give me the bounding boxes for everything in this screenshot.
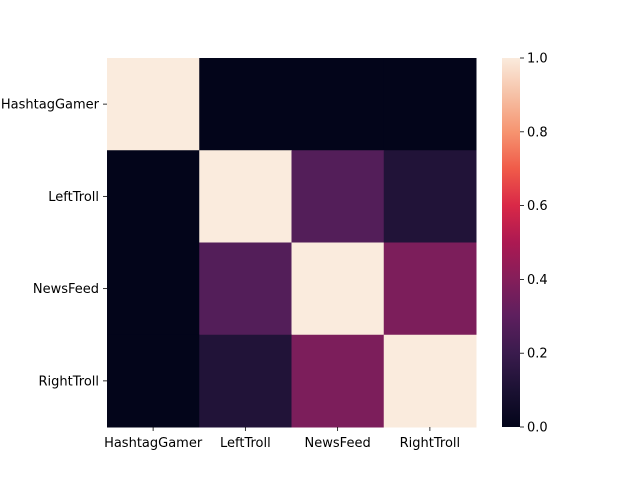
heatmap-cell: [383, 242, 477, 336]
colorbar-tick-label: 0.4: [527, 273, 548, 288]
colorbar-tick-label: 0.2: [527, 347, 548, 362]
heatmap-cell: [199, 334, 292, 428]
heatmap-cell: [291, 150, 385, 243]
colorbar-tick-label: 1.0: [527, 52, 548, 67]
heatmap-cell: [199, 242, 292, 336]
y-tick-label: HashtagGamer: [1, 98, 100, 113]
x-tick-label: HashtagGamer: [104, 436, 203, 451]
heatmap-cell: [383, 150, 477, 243]
colorbar-ticks: 0.0 0.2 0.4 0.6 0.8 1.0: [520, 52, 548, 436]
heatmap-cell: [199, 58, 292, 151]
colorbar-tick-label: 0.8: [527, 125, 548, 140]
y-tick-label: LeftTroll: [48, 190, 99, 205]
heatmap-cell: [107, 58, 200, 151]
x-tick-label: NewsFeed: [305, 436, 371, 451]
x-tick-labels: HashtagGamer LeftTroll NewsFeed RightTroll: [104, 427, 460, 451]
heatmap-cell: [107, 334, 200, 428]
x-tick-label: LeftTroll: [220, 436, 271, 451]
y-tick-label: NewsFeed: [33, 282, 99, 297]
y-tick-label: RightTroll: [39, 374, 100, 389]
heatmap-cell: [291, 58, 385, 151]
heatmap-cell: [383, 58, 477, 151]
heatmap-cell: [107, 150, 200, 243]
x-tick-label: RightTroll: [400, 436, 461, 451]
colorbar-gradient: [502, 58, 520, 427]
heatmap-cell: [383, 334, 477, 428]
colorbar-tick-label: 0.0: [527, 421, 548, 436]
heatmap-cell: [291, 242, 385, 336]
heatmap-cells: [107, 58, 477, 428]
heatmap-cell: [199, 150, 292, 243]
heatmap-cell: [291, 334, 385, 428]
colorbar-tick-label: 0.6: [527, 199, 548, 214]
colorbar: 0.0 0.2 0.4 0.6 0.8 1.0: [502, 52, 548, 436]
y-tick-labels: HashtagGamer LeftTroll NewsFeed RightTroll: [1, 98, 107, 389]
heatmap-cell: [107, 242, 200, 336]
